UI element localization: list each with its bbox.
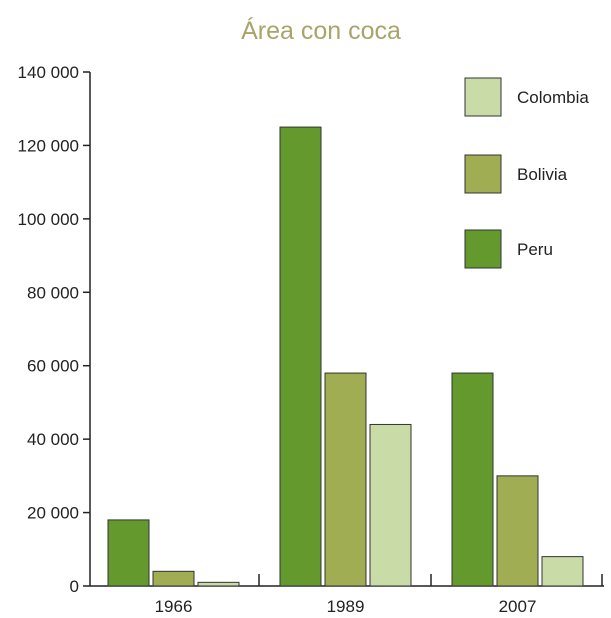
bar-peru-1989 (279, 126, 322, 587)
bar-colombia-2007 (541, 556, 584, 587)
bar-bolivia-2007 (496, 475, 539, 587)
legend-label-colombia: Colombia (517, 88, 589, 107)
chart-title: Área con coca (241, 16, 401, 45)
legend-label-bolivia: Bolivia (517, 165, 568, 184)
legend-swatch-peru (464, 229, 502, 269)
legend-swatch-colombia (464, 77, 502, 117)
x-tick-label: 1989 (327, 597, 365, 616)
y-tick-label: 0 (70, 577, 79, 596)
bars (107, 126, 584, 587)
legend-label-peru: Peru (517, 240, 553, 259)
y-tick-label: 60 000 (27, 357, 79, 376)
bar-bolivia-1966 (152, 570, 195, 587)
y-tick-label: 140 000 (18, 63, 79, 82)
y-tick-label: 20 000 (27, 504, 79, 523)
y-tick-label: 100 000 (18, 210, 79, 229)
bar-bolivia-1989 (324, 372, 367, 587)
y-tick-label: 120 000 (18, 136, 79, 155)
bar-peru-1966 (107, 519, 150, 587)
bar-peru-2007 (451, 372, 494, 587)
bar-colombia-1989 (369, 423, 412, 587)
legend: Colombia Bolivia Peru (464, 77, 589, 269)
y-tick-label: 40 000 (27, 430, 79, 449)
x-tick-label: 2007 (499, 597, 537, 616)
legend-swatch-bolivia (464, 154, 502, 194)
bar-colombia-1966 (197, 581, 240, 587)
y-axis: 0 20 000 40 000 60 000 80 000 100 000 120 000 1… (18, 63, 91, 596)
y-tick-label: 80 000 (27, 283, 79, 302)
x-tick-label: 1966 (155, 597, 193, 616)
